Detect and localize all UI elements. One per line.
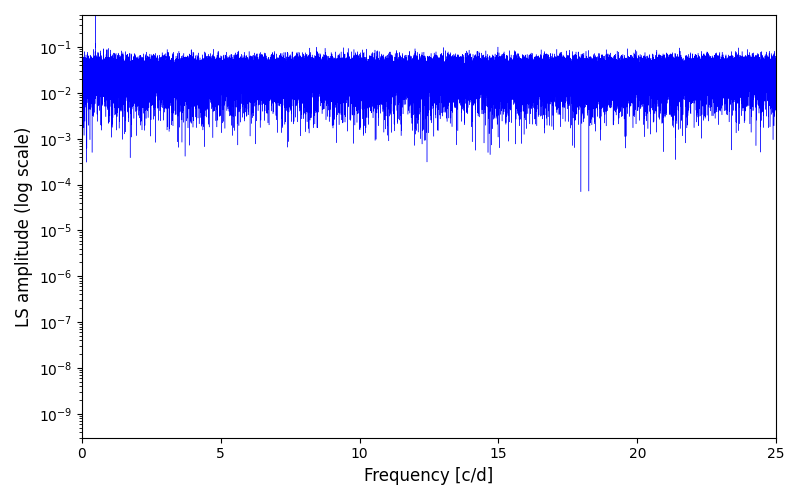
Y-axis label: LS amplitude (log scale): LS amplitude (log scale)	[15, 126, 33, 326]
X-axis label: Frequency [c/d]: Frequency [c/d]	[364, 467, 494, 485]
